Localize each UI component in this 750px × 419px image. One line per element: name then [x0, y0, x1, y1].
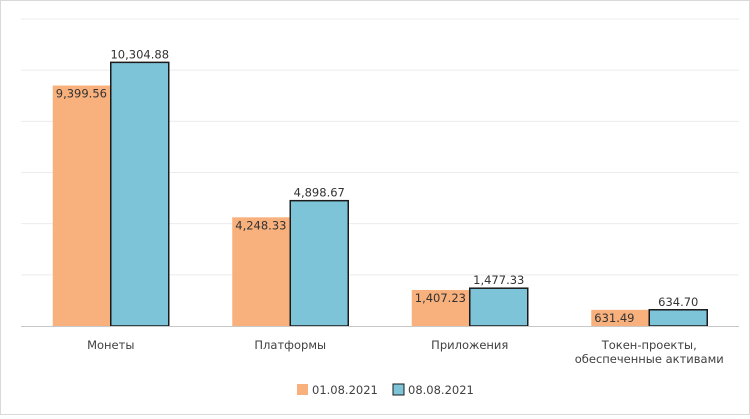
bar-series-2	[648, 309, 708, 327]
bar-series-2	[289, 199, 349, 327]
category-label: Монеты	[87, 338, 134, 352]
category-labels: Монеты Платформы Приложения Токен-проекты,о…	[87, 338, 724, 366]
data-label: 1,477.33	[473, 273, 524, 287]
bar-series-2	[469, 287, 529, 327]
category-label: Приложения	[431, 338, 508, 352]
bar-series-1	[52, 85, 111, 326]
bars: 9,399.56 10,304.88 4,248.33 4,898.67 1,407.2…	[52, 47, 708, 327]
data-label: 4,248.33	[235, 218, 286, 232]
bar-series-1	[591, 309, 650, 326]
data-label: 4,898.67	[294, 186, 345, 200]
category-label: Токен-проекты,	[601, 338, 697, 352]
bar-series-1	[411, 289, 470, 326]
legend-swatch	[297, 384, 308, 395]
category-label: Платформы	[254, 338, 326, 352]
data-label: 1,407.23	[415, 291, 466, 305]
legend-label: 08.08.2021	[408, 383, 474, 397]
bar-series-2	[110, 61, 170, 327]
category-label: обеспеченные активами	[575, 352, 724, 366]
legend: 01.08.2021 08.08.2021	[297, 383, 474, 397]
data-label: 10,304.88	[110, 47, 169, 61]
data-label: 634.70	[658, 295, 698, 309]
legend-label: 01.08.2021	[312, 383, 378, 397]
legend-swatch	[392, 383, 405, 396]
data-label: 9,399.56	[56, 87, 107, 101]
bar-series-1	[232, 217, 291, 326]
data-label: 631.49	[594, 311, 634, 325]
